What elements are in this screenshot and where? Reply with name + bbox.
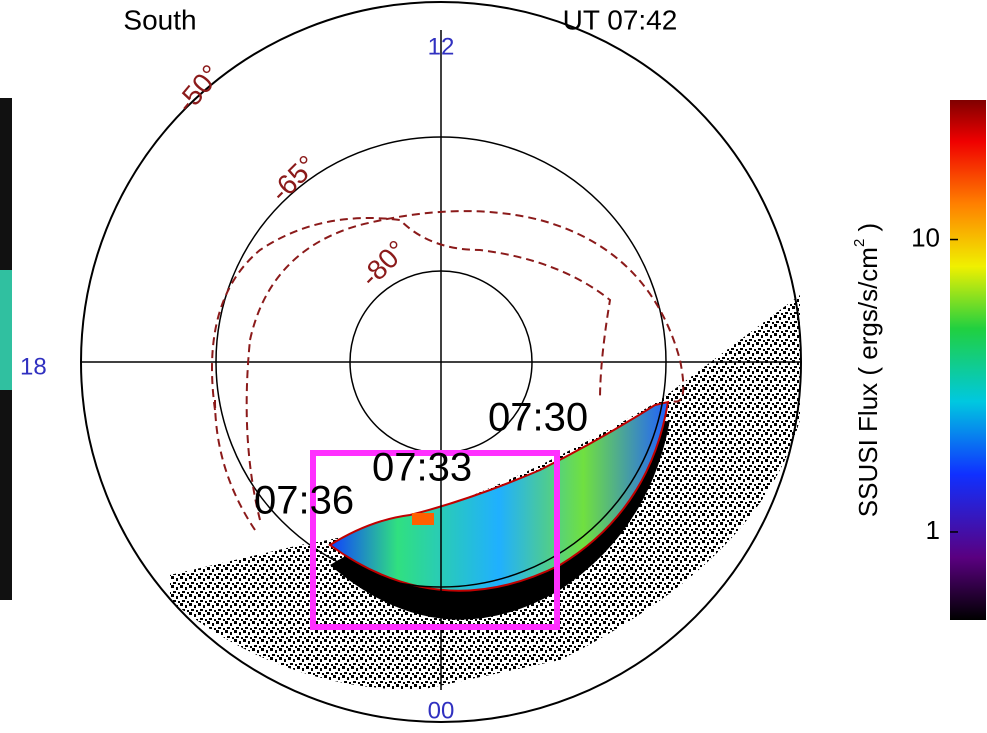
latitude-label: -80°	[354, 234, 412, 292]
label-superscript: 2	[851, 239, 868, 247]
label-text: )	[853, 223, 883, 239]
pass-time: 07:36	[254, 479, 354, 523]
colorbar-tick-label: 1	[926, 515, 940, 545]
aurora	[412, 513, 434, 525]
polar-map: 18 South UT 07:42 12 00 -50° -65° -80° 0…	[0, 0, 987, 728]
mlt-label: 12	[428, 33, 455, 60]
pass-time: 07:30	[488, 396, 588, 440]
mlt-label: 18	[20, 353, 47, 380]
colorbar-label: SSUSI Flux ( ergs/s/cm2 )	[851, 223, 883, 517]
label-text: SSUSI Flux ( ergs/s/cm	[853, 247, 883, 517]
colorbar	[950, 100, 986, 620]
hemisphere: South	[123, 4, 196, 35]
pass-time: 07:33	[372, 446, 472, 490]
colorbar-tick-label: 10	[911, 222, 940, 252]
neighbor-panel	[0, 270, 12, 390]
latitude-label: -50°	[170, 59, 227, 119]
mlt-label: 00	[428, 697, 455, 724]
latitude-label: -65°	[264, 149, 322, 207]
